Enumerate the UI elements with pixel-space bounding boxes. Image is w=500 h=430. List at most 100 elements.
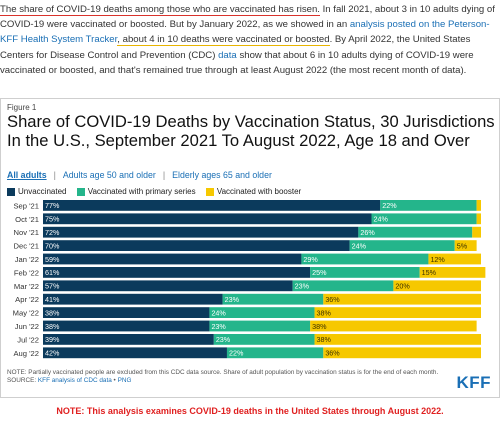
bar-segment[interactable] (222, 293, 324, 305)
legend-label: Vaccinated with primary series (87, 187, 196, 196)
bar-segment[interactable] (476, 200, 481, 211)
bar-segment[interactable] (314, 307, 481, 318)
legend-label: Unvaccinated (18, 187, 67, 196)
bar-segment[interactable] (43, 253, 302, 265)
data-label: 61% (45, 268, 60, 277)
data-label: 72% (45, 228, 60, 237)
data-label: 22% (382, 201, 397, 210)
intro-text-1: In fall 2021, about 3 in 10 adults dying… (0, 4, 495, 31)
data-label: 38% (317, 308, 332, 317)
source-separator: • (111, 377, 118, 384)
png-download-link[interactable]: PNG (117, 377, 132, 384)
source-link[interactable]: KFF analysis of CDC data (37, 377, 112, 384)
bar-segment[interactable] (213, 334, 315, 345)
note-text: NOTE: Partially vaccinated people are ex… (7, 369, 439, 376)
data-label: 70% (45, 241, 60, 250)
data-label: 75% (45, 215, 60, 224)
bar-segment[interactable] (43, 307, 210, 318)
data-label: 23% (211, 322, 226, 331)
data-label: 38% (45, 308, 60, 317)
bar-segment[interactable] (419, 267, 486, 278)
bar-segment[interactable] (349, 240, 455, 251)
bar-segment[interactable] (43, 226, 359, 238)
legend-item-primary: Vaccinated with primary series (76, 187, 196, 196)
figure-label: Figure 1 (7, 103, 37, 112)
data-label: 41% (45, 295, 60, 304)
tab-separator: | (53, 170, 56, 180)
footer-alert-note: NOTE: This analysis examines COVID-19 de… (56, 406, 444, 416)
figure-title: Share of COVID-19 Deaths by Vaccination … (7, 112, 495, 150)
data-label: 12% (430, 255, 445, 264)
intro-highlight-2: , about 4 in 10 deaths were vaccinated o… (117, 34, 330, 47)
bar-segment[interactable] (292, 280, 394, 292)
bar-segment[interactable] (209, 307, 315, 318)
intro-text-3: show that about 6 in 10 adults dying of … (0, 49, 474, 76)
intro-paragraph: The share of COVID-19 deaths among those… (0, 2, 500, 78)
tab-all-adults[interactable]: All adults (7, 170, 47, 180)
bar-segment[interactable] (43, 240, 350, 251)
data-label: 57% (45, 282, 60, 291)
bar-segment[interactable] (323, 293, 481, 305)
bar-segment[interactable] (310, 320, 477, 332)
tab-elderly-65-older[interactable]: Elderly ages 65 and older (172, 170, 272, 180)
data-label: 23% (295, 282, 310, 291)
data-label: 36% (325, 349, 340, 358)
bar-segment[interactable] (43, 320, 210, 332)
bar-segment[interactable] (43, 334, 214, 345)
peterson-kff-link[interactable]: analysis posted on the Peterson-KFF Heal… (0, 19, 490, 46)
category-label: Feb '22 (14, 268, 39, 277)
data-label: 15% (422, 268, 437, 277)
data-label: 38% (312, 322, 327, 331)
bar-segment[interactable] (301, 253, 429, 265)
bar-segment[interactable] (358, 226, 473, 238)
bar-segment[interactable] (454, 240, 477, 251)
intro-text-2: . By April 2022, the United States Cente… (0, 34, 471, 61)
data-label: 36% (325, 295, 340, 304)
category-label: Jan '22 (15, 255, 39, 264)
legend-item-booster: Vaccinated with booster (205, 187, 302, 196)
data-label: 22% (229, 349, 244, 358)
bar-segment[interactable] (43, 347, 227, 359)
data-label: 39% (45, 335, 60, 344)
bar-segment[interactable] (43, 213, 372, 225)
source-prefix: SOURCE: (7, 377, 38, 384)
bar-segment[interactable] (371, 213, 477, 225)
stacked-bar-chart: Sep '21 77% 22% Oct '21 75% 24% Nov '21 72% 26% D… (13, 200, 486, 359)
category-label: Sep '21 (13, 201, 39, 210)
data-label: 23% (225, 295, 240, 304)
figure-tabs: All adults | Adults age 50 and older | Elder… (7, 170, 272, 180)
category-label: Nov '21 (13, 228, 39, 237)
bar-segment[interactable] (476, 213, 481, 225)
bar-segment[interactable] (472, 226, 481, 238)
chart-legend: Unvaccinated Vaccinated with primary ser… (7, 187, 309, 198)
bar-segment[interactable] (393, 280, 481, 292)
bar-segment[interactable] (380, 200, 477, 211)
legend-item-unvaccinated: Unvaccinated (7, 187, 66, 196)
kff-logo: KFF (456, 373, 491, 392)
data-label: 24% (352, 241, 367, 250)
bar-segment[interactable] (314, 334, 481, 345)
bar-segment[interactable] (43, 280, 293, 292)
data-label: 25% (312, 268, 327, 277)
data-label: 77% (45, 201, 60, 210)
bar-segment[interactable] (226, 347, 324, 359)
bar-segment[interactable] (310, 267, 420, 278)
bar-segment[interactable] (428, 253, 481, 265)
intro-highlight-1: The share of COVID-19 deaths among those… (0, 4, 320, 16)
bar-segment[interactable] (209, 320, 311, 332)
bar-segment[interactable] (43, 293, 223, 305)
bar-segment[interactable] (43, 200, 381, 211)
tab-adults-50-older[interactable]: Adults age 50 and older (62, 170, 156, 180)
cdc-data-link[interactable]: data (218, 49, 237, 61)
tab-separator: | (162, 170, 166, 180)
bar-segment[interactable] (323, 347, 481, 359)
category-label: Mar '22 (14, 282, 39, 291)
legend-label: Vaccinated with booster (216, 187, 302, 196)
legend-swatch-primary (76, 187, 85, 196)
category-label: Oct '21 (15, 215, 39, 224)
category-label: May '22 (13, 309, 39, 318)
data-label: 24% (211, 308, 226, 317)
source-line: SOURCE: KFF analysis of CDC data • PNG (7, 377, 447, 385)
data-label: 59% (45, 255, 60, 264)
bar-segment[interactable] (43, 267, 311, 278)
